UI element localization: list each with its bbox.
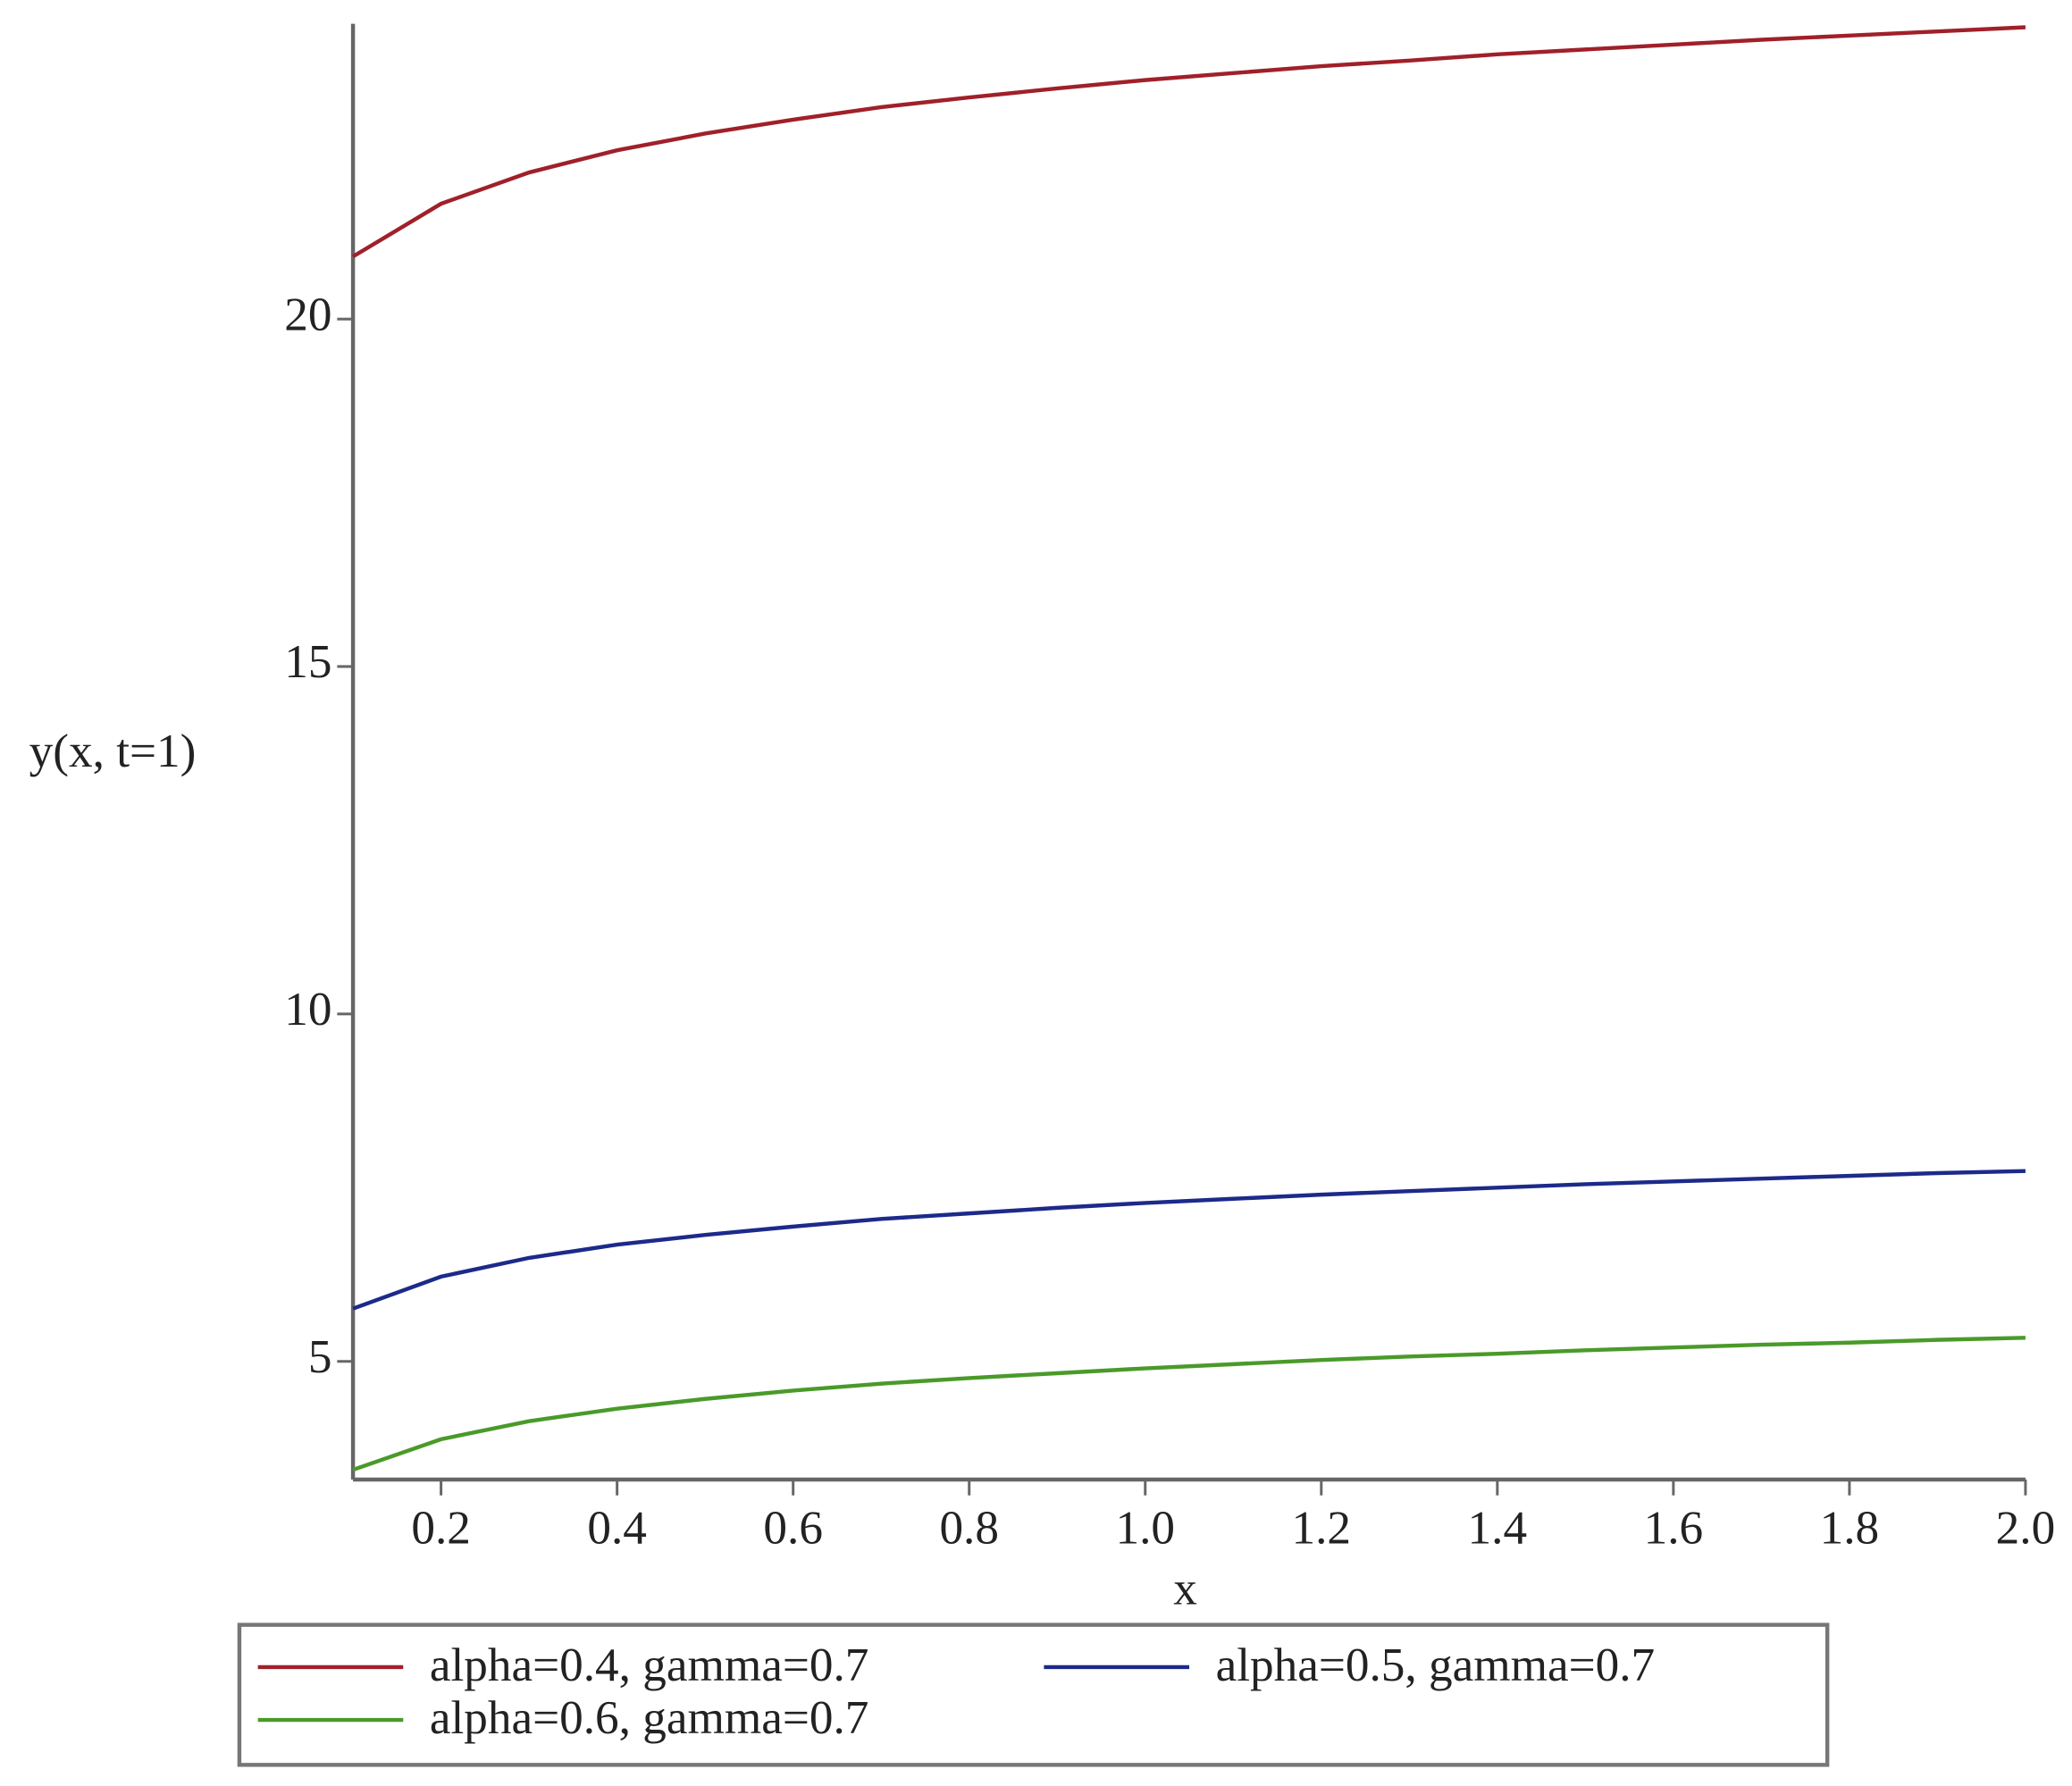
y-tick-label: 5 <box>308 1330 332 1383</box>
x-tick-label: 1.0 <box>1115 1501 1175 1554</box>
x-tick-label: 0.2 <box>411 1501 471 1554</box>
x-tick-label: 1.2 <box>1292 1501 1352 1554</box>
x-tick-label: 0.6 <box>763 1501 823 1554</box>
x-tick-label: 1.6 <box>1644 1501 1704 1554</box>
x-tick-label: 0.4 <box>587 1501 647 1554</box>
legend-label: alpha=0.4, gamma=0.7 <box>430 1639 869 1691</box>
y-axis-label: y(x, t=1) <box>29 725 197 777</box>
x-axis-label: x <box>1173 1562 1197 1614</box>
series-line <box>352 1336 2026 1472</box>
legend-label: alpha=0.6, gamma=0.7 <box>430 1691 869 1744</box>
y-tick-label: 20 <box>284 288 331 340</box>
y-tick-label: 10 <box>284 983 331 1036</box>
y-tick-label: 15 <box>284 635 331 688</box>
series-line <box>351 25 2026 259</box>
x-tick-label: 2.0 <box>1996 1501 2056 1554</box>
legend-label: alpha=0.5, gamma=0.7 <box>1216 1639 1656 1691</box>
legend-box <box>237 1622 1830 1767</box>
x-tick-label: 1.8 <box>1820 1501 1880 1554</box>
series-line <box>352 1169 2026 1311</box>
x-tick-label: 1.4 <box>1468 1501 1528 1554</box>
x-tick-label: 0.8 <box>939 1501 999 1554</box>
